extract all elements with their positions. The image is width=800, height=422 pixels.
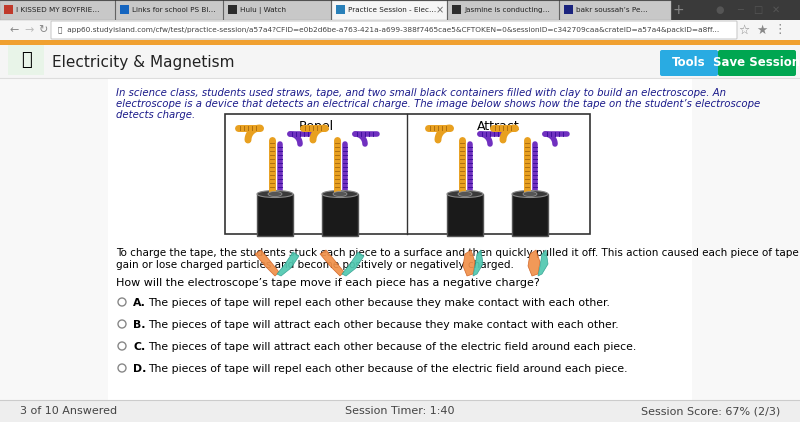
Text: Repel: Repel <box>298 120 334 133</box>
Text: ─: ─ <box>737 5 743 15</box>
Bar <box>224 1 331 20</box>
Text: Tools: Tools <box>672 57 706 70</box>
Text: ×: × <box>436 5 444 15</box>
Text: I KISSED MY BOYFRIE…: I KISSED MY BOYFRIE… <box>16 7 99 13</box>
Polygon shape <box>277 252 299 276</box>
Text: C.: C. <box>133 342 146 352</box>
Text: ✕: ✕ <box>772 5 780 15</box>
Text: 3 of 10 Answered: 3 of 10 Answered <box>20 406 117 416</box>
Bar <box>108 78 692 422</box>
Text: electroscope is a device that detects an electrical charge. The image below show: electroscope is a device that detects an… <box>116 99 760 109</box>
FancyBboxPatch shape <box>718 50 796 76</box>
Polygon shape <box>320 250 344 276</box>
Bar <box>228 5 237 14</box>
Text: ☆: ☆ <box>738 24 750 36</box>
Text: Hulu | Watch: Hulu | Watch <box>240 6 286 14</box>
Polygon shape <box>255 250 279 276</box>
Ellipse shape <box>268 192 282 197</box>
Bar <box>452 5 461 14</box>
FancyBboxPatch shape <box>51 21 737 39</box>
Ellipse shape <box>523 192 537 197</box>
Text: Electricity & Magnetism: Electricity & Magnetism <box>52 54 234 70</box>
Text: A.: A. <box>133 298 146 308</box>
Text: →: → <box>24 25 34 35</box>
Text: Session Timer: 1:40: Session Timer: 1:40 <box>346 406 454 416</box>
Ellipse shape <box>257 190 293 197</box>
Bar <box>0 78 800 422</box>
Ellipse shape <box>458 192 472 197</box>
Bar <box>225 114 590 234</box>
Text: +: + <box>672 3 684 17</box>
Bar <box>257 194 293 236</box>
Text: ★: ★ <box>756 24 768 36</box>
Text: □: □ <box>754 5 762 15</box>
Bar <box>322 194 358 236</box>
Bar <box>116 1 223 20</box>
Text: ⋮: ⋮ <box>774 24 786 36</box>
Ellipse shape <box>322 190 358 197</box>
Polygon shape <box>342 252 364 276</box>
Text: Jasmine is conducting…: Jasmine is conducting… <box>464 7 550 13</box>
Text: The pieces of tape will attract each other because of the electric field around : The pieces of tape will attract each oth… <box>148 342 636 352</box>
Bar <box>512 194 548 236</box>
Bar <box>448 1 559 20</box>
FancyBboxPatch shape <box>660 50 718 76</box>
Bar <box>0 1 115 20</box>
Bar <box>0 45 800 78</box>
Polygon shape <box>463 250 475 276</box>
Bar <box>0 20 800 40</box>
Text: bakr soussah’s Pe…: bakr soussah’s Pe… <box>576 7 648 13</box>
Text: Attract: Attract <box>477 120 519 133</box>
Bar <box>0 0 800 20</box>
Ellipse shape <box>447 190 483 197</box>
Text: gain or lose charged particles and become positively or negatively charged.: gain or lose charged particles and becom… <box>116 260 514 270</box>
Text: How will the electroscope’s tape move if each piece has a negative charge?: How will the electroscope’s tape move if… <box>116 278 540 288</box>
Bar <box>8 45 44 75</box>
Text: 🌴: 🌴 <box>21 51 31 69</box>
Bar <box>0 40 800 45</box>
Bar <box>120 5 129 14</box>
Polygon shape <box>528 250 540 276</box>
Bar <box>447 194 483 236</box>
Text: The pieces of tape will repel each other because they make contact with each oth: The pieces of tape will repel each other… <box>148 298 610 308</box>
Text: detects charge.: detects charge. <box>116 110 195 120</box>
Text: ↻: ↻ <box>38 25 47 35</box>
Text: ●: ● <box>716 5 724 15</box>
Text: ←: ← <box>10 25 19 35</box>
Bar <box>560 1 671 20</box>
Bar <box>0 400 800 422</box>
Bar <box>332 1 447 20</box>
Text: 🔒  app60.studyisland.com/cfw/test/practice-session/a57a4?CFID=e0b2d6be-a763-421a: 🔒 app60.studyisland.com/cfw/test/practic… <box>58 27 719 33</box>
Text: In science class, students used straws, tape, and two small black containers fil: In science class, students used straws, … <box>116 88 726 98</box>
Text: B.: B. <box>133 320 146 330</box>
Text: The pieces of tape will repel each other because of the electric field around ea: The pieces of tape will repel each other… <box>148 364 627 374</box>
Polygon shape <box>538 250 548 276</box>
Ellipse shape <box>333 192 347 197</box>
Bar <box>564 5 573 14</box>
Text: To charge the tape, the students stuck each piece to a surface and then quickly : To charge the tape, the students stuck e… <box>116 248 800 258</box>
Text: Practice Session - Elec…: Practice Session - Elec… <box>348 7 436 13</box>
Text: Links for school PS Bl…: Links for school PS Bl… <box>132 7 216 13</box>
Text: Session Score: 67% (2/3): Session Score: 67% (2/3) <box>641 406 780 416</box>
Bar <box>0 78 800 422</box>
Bar <box>4 5 13 14</box>
Text: Save Session: Save Session <box>714 57 800 70</box>
Polygon shape <box>473 250 483 276</box>
Ellipse shape <box>512 190 548 197</box>
Text: The pieces of tape will attract each other because they make contact with each o: The pieces of tape will attract each oth… <box>148 320 618 330</box>
Bar <box>336 5 345 14</box>
Text: D.: D. <box>133 364 146 374</box>
